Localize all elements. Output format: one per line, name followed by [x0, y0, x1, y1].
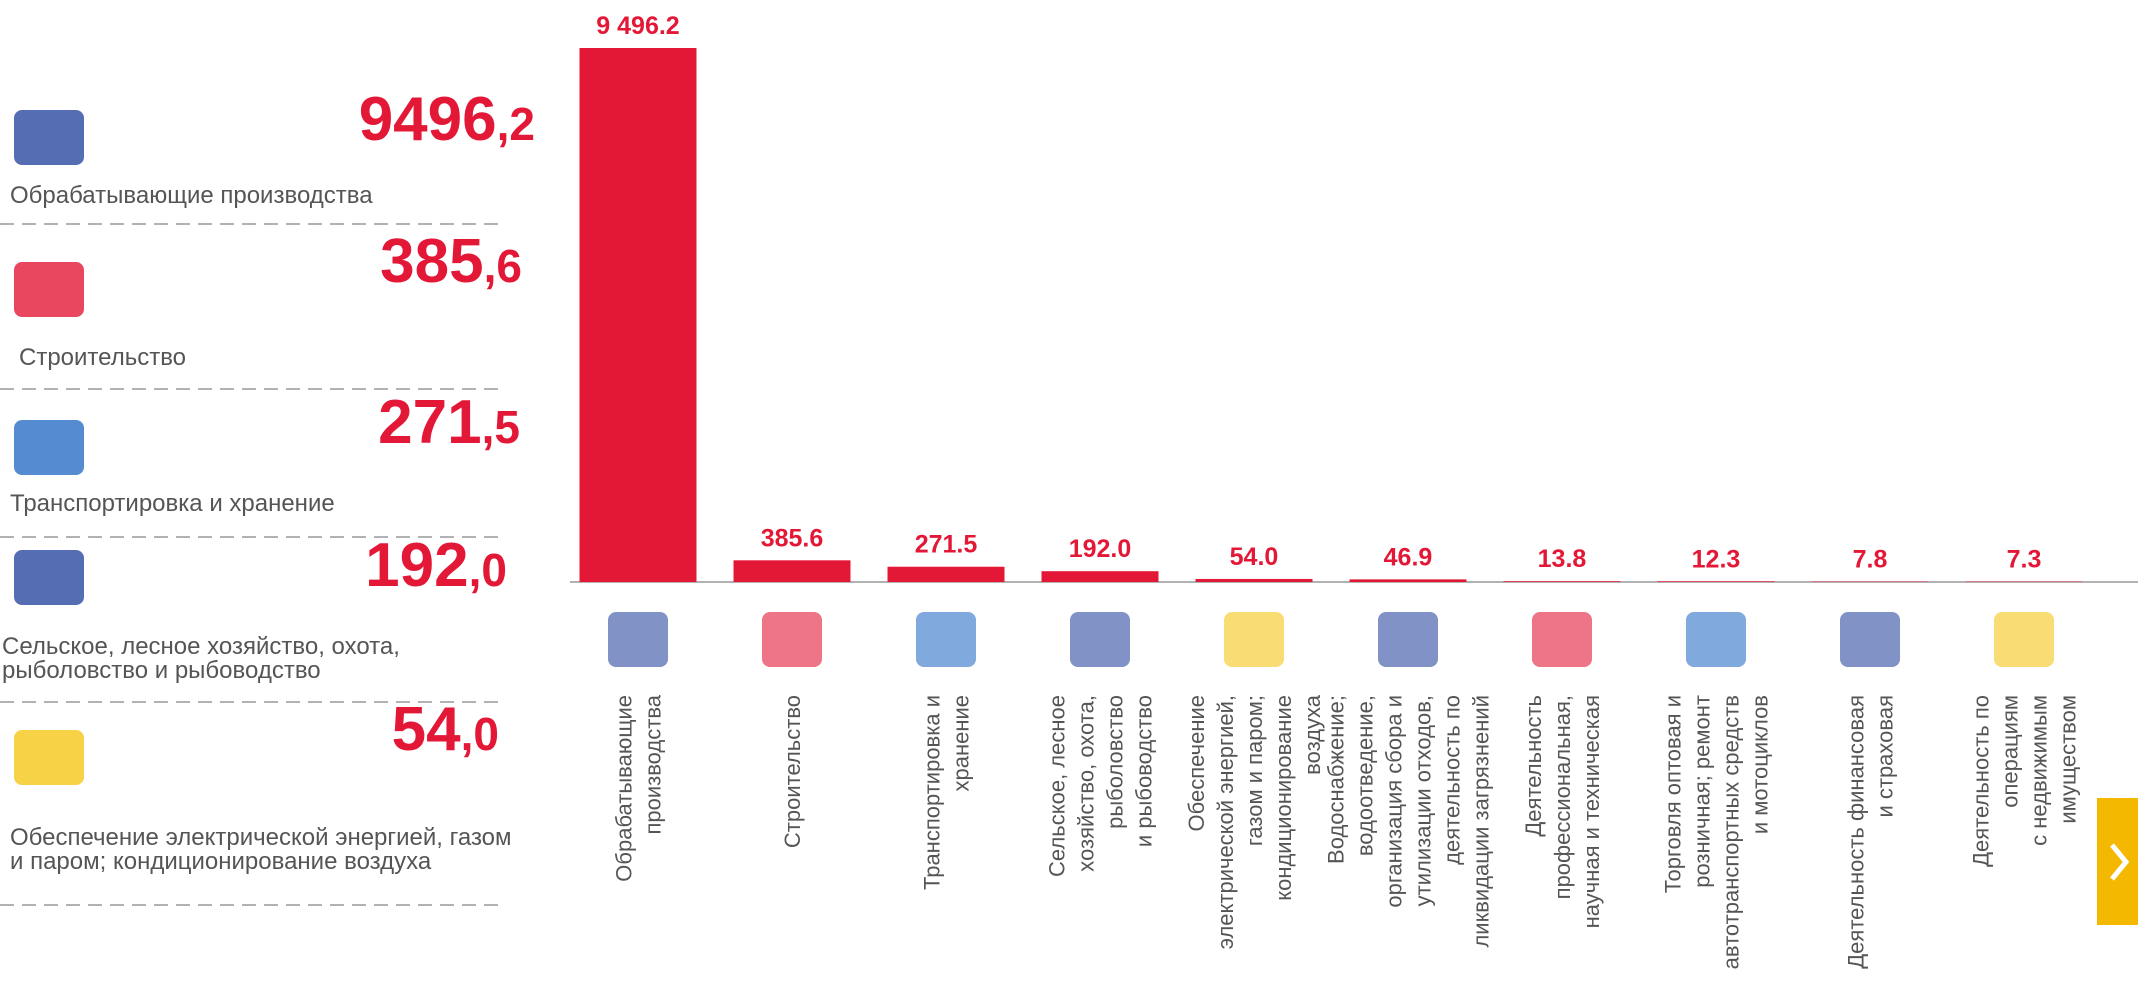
category-icon	[1378, 612, 1438, 667]
number-main: 192	[365, 531, 468, 600]
item-label: рыболовство и рыбоводство	[2, 657, 321, 684]
value-label: 12.3	[1692, 545, 1741, 573]
number-main: 271	[378, 388, 481, 457]
x-tick-label: имуществом	[2056, 695, 2081, 824]
x-tick-label: с недвижимым	[2027, 695, 2052, 846]
value-label: 7.3	[2007, 546, 2042, 574]
icon	[14, 420, 84, 475]
value-label: 54.0	[1230, 543, 1279, 571]
x-tick-label: кондиционирование	[1271, 695, 1296, 901]
x-tick-label: Деятельность по	[1969, 695, 1994, 867]
item-label: Обеспечение электрической энергией, газо…	[10, 824, 512, 851]
item-number: 54,0	[392, 695, 499, 764]
value-label: 46.9	[1384, 543, 1433, 571]
x-tick-label: деятельность по	[1440, 695, 1465, 865]
category-icon	[1840, 612, 1900, 667]
bar	[1349, 579, 1467, 582]
x-tick-label: Строительство	[780, 695, 805, 848]
x-tick-label: воздуха	[1300, 694, 1325, 775]
item-number: 9496,2	[359, 85, 535, 154]
x-tick-label: водоотведение,	[1353, 695, 1378, 856]
value-label: 271.5	[915, 531, 978, 559]
category-icon	[1070, 612, 1130, 667]
x-tick-label: Деятельность финансовая	[1844, 695, 1869, 969]
x-tick-label: Водоснабжение;	[1324, 695, 1349, 864]
icon	[14, 730, 84, 785]
x-tick-label: электрической энергией,	[1213, 695, 1238, 949]
icon	[14, 550, 84, 605]
x-tick-label: розничная; ремонт	[1690, 695, 1715, 888]
bar	[579, 48, 697, 582]
x-tick-label: Деятельность	[1521, 695, 1546, 837]
x-tick-label: и страховая	[1873, 695, 1898, 818]
x-tick-label: утилизации отходов,	[1411, 695, 1436, 906]
x-tick-label: и мотоциклов	[1748, 695, 1773, 834]
item-label: Сельское, лесное хозяйство, охота,	[2, 633, 400, 660]
bar	[1503, 581, 1621, 582]
category-icon	[1532, 612, 1592, 667]
number-main: 385	[380, 227, 483, 296]
x-tick-label: хранение	[949, 695, 974, 792]
x-tick-label: ликвидации загрязнений	[1469, 695, 1494, 948]
x-tick-label: производства	[641, 694, 666, 834]
category-icon	[762, 612, 822, 667]
item-number: 192,0	[365, 531, 507, 600]
x-tick-label: Торговля оптовая и	[1661, 695, 1686, 893]
item-label: Обрабатывающие производства	[10, 182, 373, 209]
x-tick-label: хозяйство, охота,	[1074, 695, 1099, 872]
x-tick-label: Транспортировка и	[920, 695, 945, 890]
category-icon	[608, 612, 668, 667]
value-label: 9 496.2	[596, 12, 679, 40]
x-tick-label: научная и техническая	[1579, 695, 1604, 928]
number-fraction: ,2	[497, 98, 535, 150]
number-main: 9496	[359, 85, 497, 154]
category-icon	[916, 612, 976, 667]
category-icon	[1994, 612, 2054, 667]
bar	[733, 560, 851, 582]
category-icon	[1224, 612, 1284, 667]
item-label: Транспортировка и хранение	[10, 490, 335, 517]
number-fraction: ,5	[482, 401, 520, 453]
value-label: 7.8	[1853, 546, 1888, 574]
category-icon	[1686, 612, 1746, 667]
x-tick-label: операциям	[1998, 695, 2023, 808]
item-number: 271,5	[378, 388, 520, 457]
value-label: 192.0	[1069, 535, 1132, 563]
icon	[14, 110, 84, 165]
x-tick-label: автотранспортных средств	[1719, 695, 1744, 969]
x-tick-label: и рыбоводство	[1132, 695, 1157, 847]
bar	[1657, 581, 1775, 582]
x-tick-label: газом и паром;	[1242, 695, 1267, 846]
next-button[interactable]	[2097, 798, 2138, 925]
item-label: и паром; кондиционирование воздуха	[10, 848, 432, 875]
number-fraction: ,0	[461, 708, 499, 760]
number-main: 54	[392, 695, 461, 764]
bar	[1041, 571, 1159, 582]
value-label: 13.8	[1538, 545, 1587, 573]
number-fraction: ,0	[469, 544, 507, 596]
x-tick-label: Сельское, лесное	[1045, 695, 1070, 877]
x-tick-label: рыболовство	[1103, 695, 1128, 829]
x-tick-label: Обрабатывающие	[612, 695, 637, 882]
item-label: Строительство	[19, 344, 186, 371]
x-tick-label: профессиональная,	[1550, 695, 1575, 899]
number-fraction: ,6	[484, 240, 522, 292]
x-tick-label: организация сбора и	[1382, 695, 1407, 908]
value-label: 385.6	[761, 524, 824, 552]
bar	[1195, 578, 1313, 582]
bar	[887, 566, 1005, 582]
icon	[14, 262, 84, 317]
item-number: 385,6	[380, 227, 522, 296]
x-tick-label: Обеспечение	[1184, 695, 1209, 832]
